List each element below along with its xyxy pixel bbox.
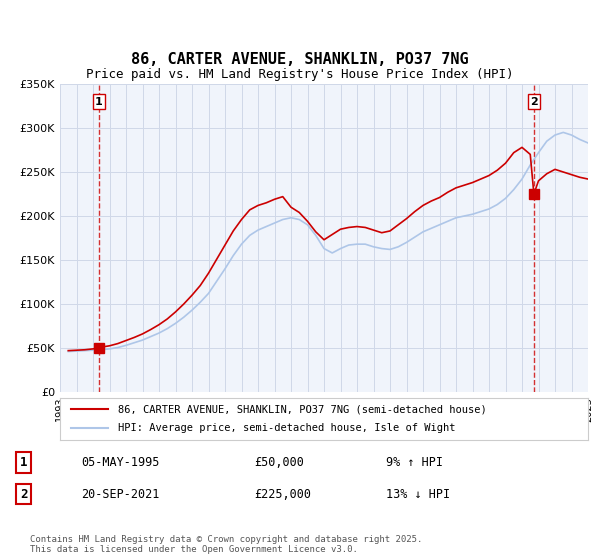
Text: 9% ↑ HPI: 9% ↑ HPI [386, 456, 443, 469]
Text: Price paid vs. HM Land Registry's House Price Index (HPI): Price paid vs. HM Land Registry's House … [86, 68, 514, 81]
Text: 86, CARTER AVENUE, SHANKLIN, PO37 7NG (semi-detached house): 86, CARTER AVENUE, SHANKLIN, PO37 7NG (s… [118, 404, 487, 414]
Text: 20-SEP-2021: 20-SEP-2021 [81, 488, 160, 501]
Text: £50,000: £50,000 [254, 456, 304, 469]
Text: 86, CARTER AVENUE, SHANKLIN, PO37 7NG: 86, CARTER AVENUE, SHANKLIN, PO37 7NG [131, 52, 469, 67]
Text: 13% ↓ HPI: 13% ↓ HPI [386, 488, 451, 501]
Text: 1: 1 [20, 456, 27, 469]
Text: HPI: Average price, semi-detached house, Isle of Wight: HPI: Average price, semi-detached house,… [118, 423, 455, 433]
Text: Contains HM Land Registry data © Crown copyright and database right 2025.
This d: Contains HM Land Registry data © Crown c… [30, 535, 422, 554]
Text: 05-MAY-1995: 05-MAY-1995 [81, 456, 160, 469]
Text: £225,000: £225,000 [254, 488, 311, 501]
Text: 2: 2 [20, 488, 27, 501]
Text: 2: 2 [530, 96, 538, 106]
Text: 1: 1 [95, 96, 103, 106]
